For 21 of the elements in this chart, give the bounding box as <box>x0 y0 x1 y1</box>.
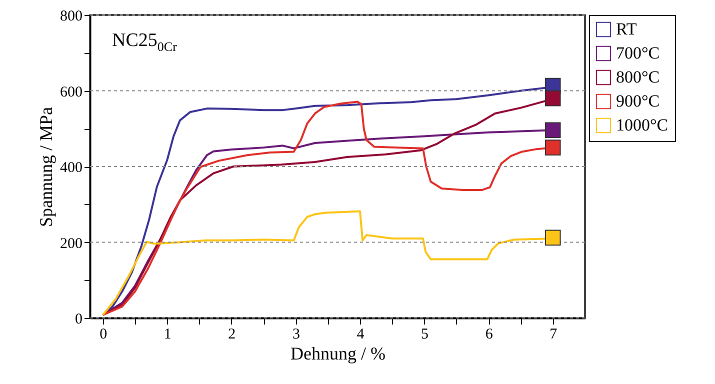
y-axis-title: Spannung / MPa <box>36 106 56 228</box>
legend-label: 1000°C <box>616 116 668 134</box>
legend-label: 700°C <box>616 44 660 62</box>
legend-label: 800°C <box>616 68 660 86</box>
y-tick-label: 400 <box>60 160 82 176</box>
x-axis-title: Dehnung / % <box>290 344 386 364</box>
x-tick-label: 4 <box>356 326 365 342</box>
legend-label: RT <box>616 20 638 38</box>
annotation: NC25$_{0Cr}$ <box>112 30 177 55</box>
y-tick-label: 0 <box>75 312 82 328</box>
x-tick-label: 5 <box>421 326 429 342</box>
x-tick-label: 0 <box>100 326 108 342</box>
x-tick-label: 7 <box>550 326 558 342</box>
x-tick-label: 6 <box>485 326 494 342</box>
legend-label: 900°C <box>616 92 660 110</box>
y-tick-label: 800 <box>60 8 82 24</box>
x-tick-label: 3 <box>292 326 300 342</box>
y-tick-label: 200 <box>60 236 82 252</box>
y-tick-label: 600 <box>60 84 82 100</box>
x-tick-label: 2 <box>228 326 236 342</box>
x-tick-label: 1 <box>164 326 172 342</box>
